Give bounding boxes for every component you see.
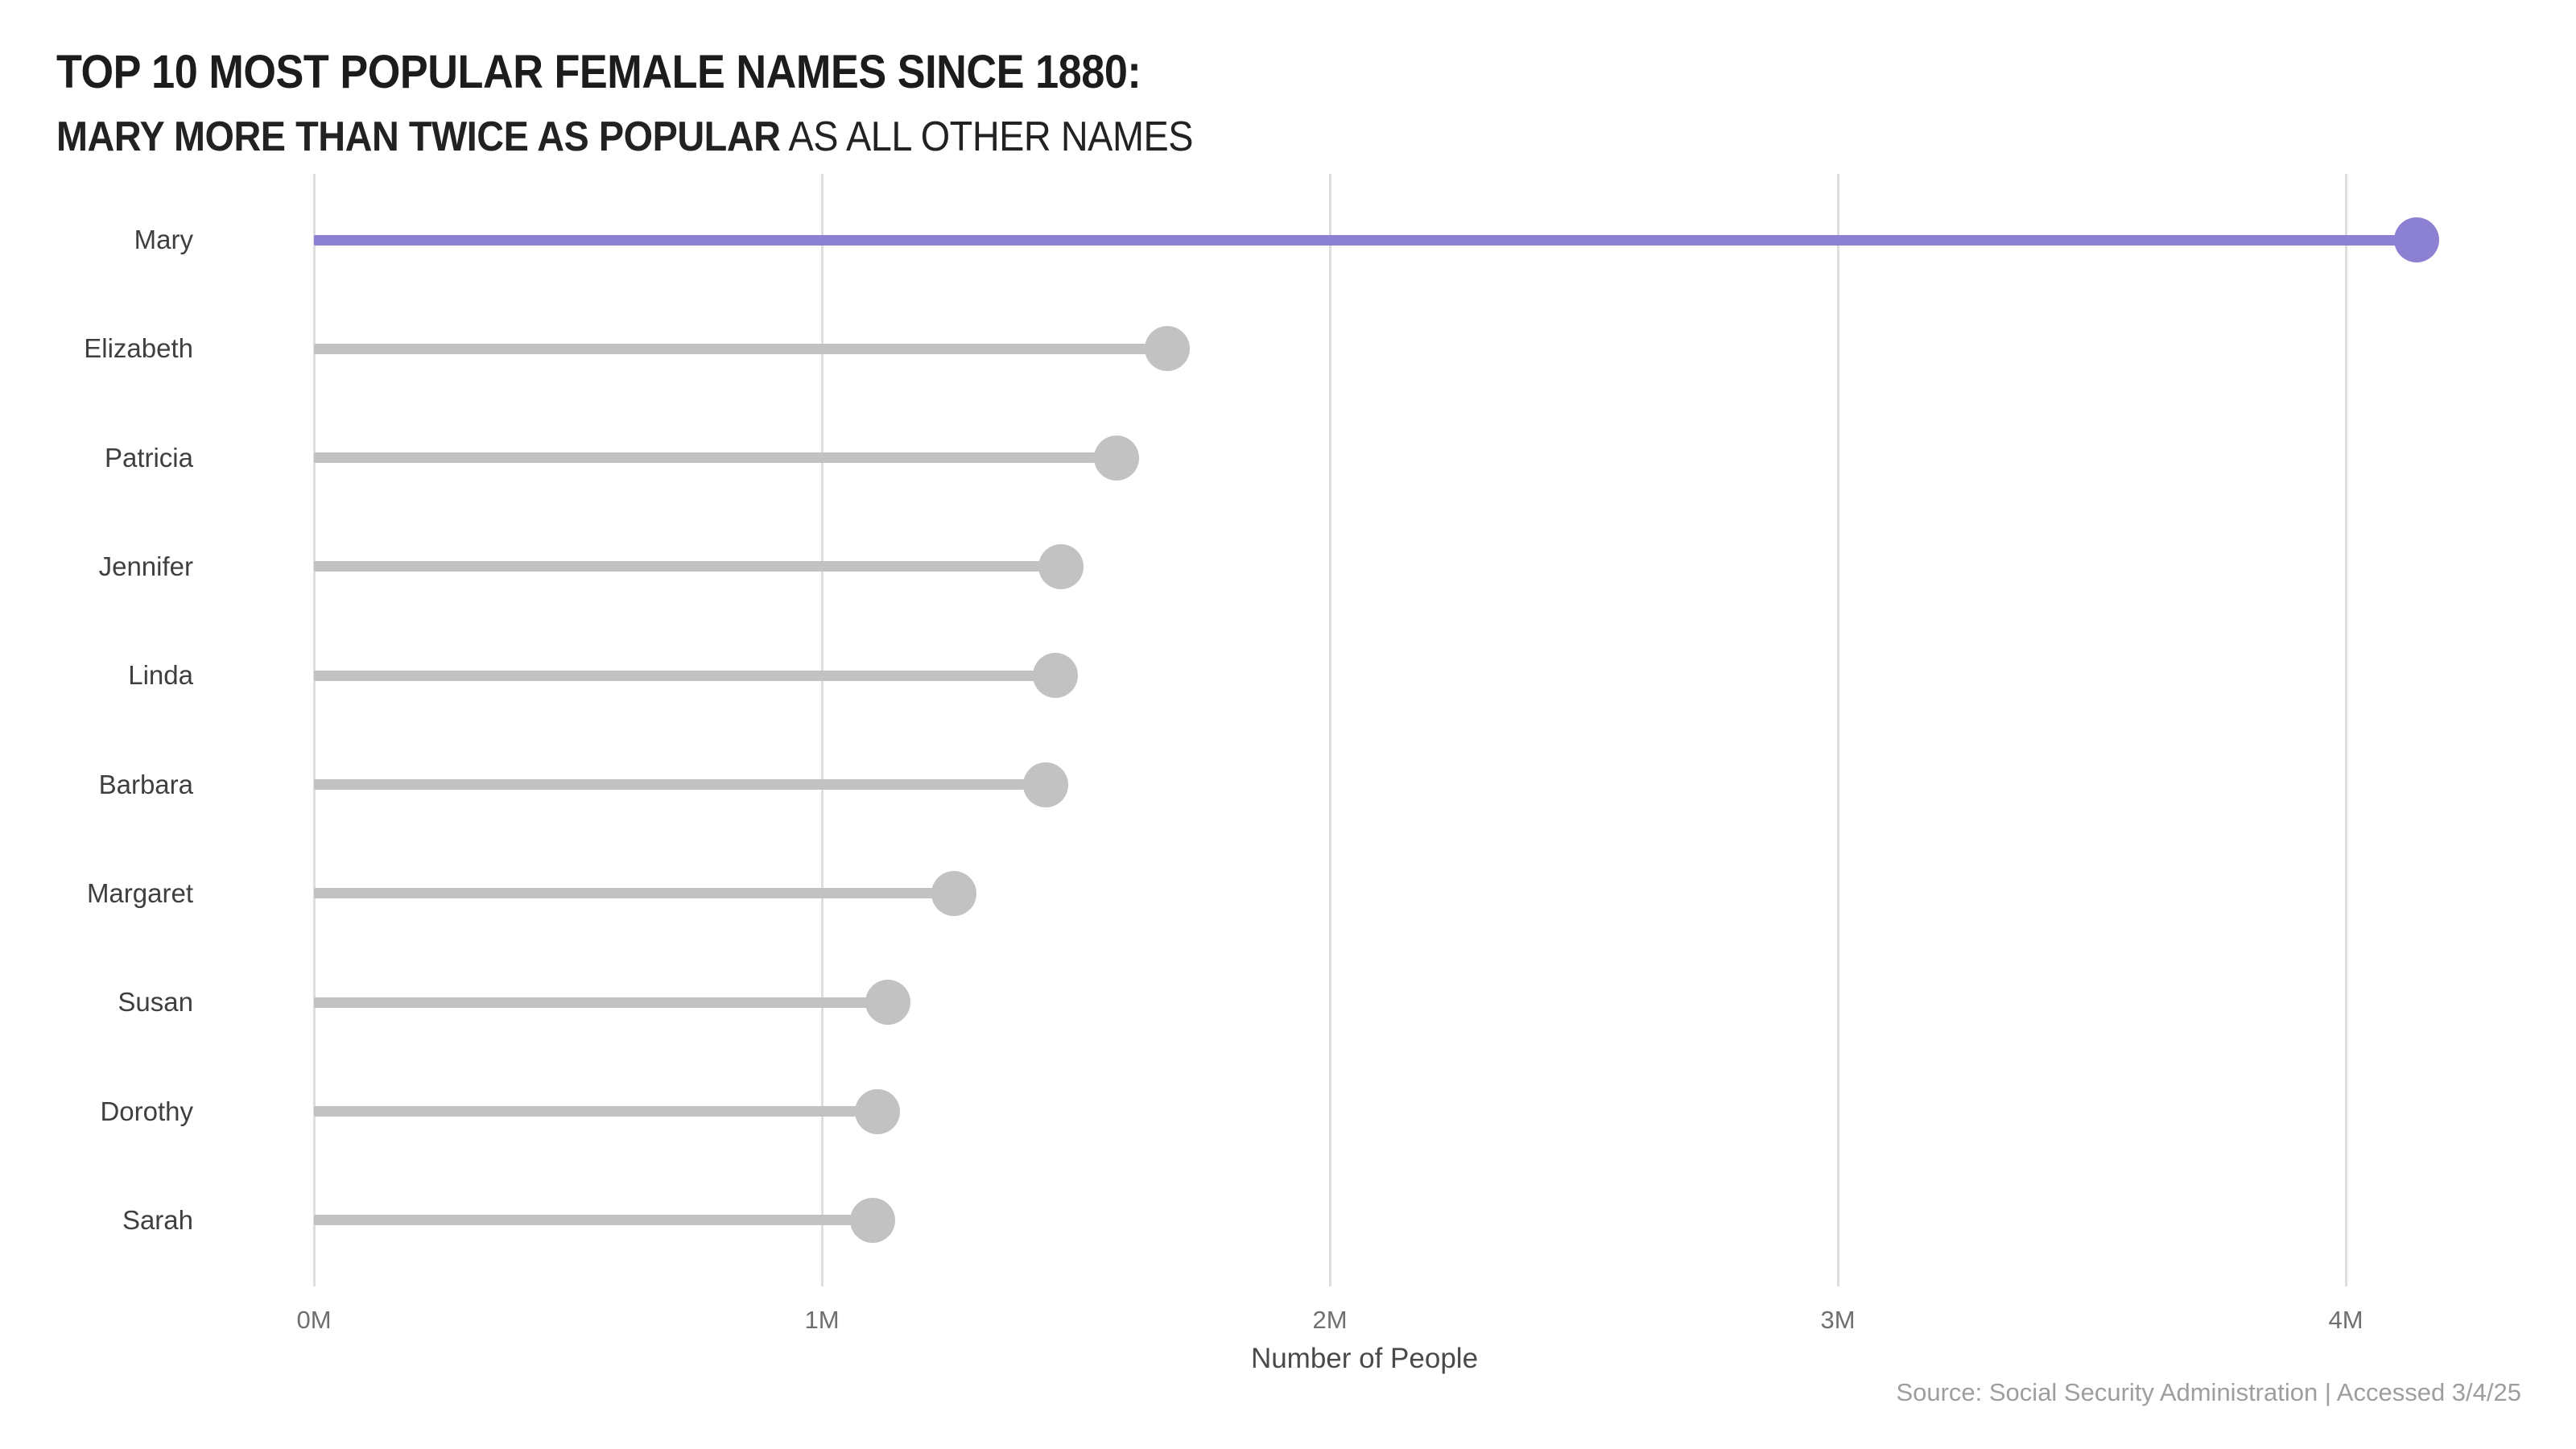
row-label: Jennifer [98,551,193,581]
lollipop-stem [314,997,889,1008]
row-label: Margaret [86,877,193,908]
row-label: Susan [118,987,193,1018]
lollipop-stem [314,561,1061,572]
lollipop-dot [1093,435,1139,481]
lollipop-stem [314,1106,878,1117]
lollipop-stem [314,670,1056,681]
row-label: Patricia [104,442,193,473]
row-label: Linda [128,660,193,691]
x-tick-label: 2M [1312,1306,1348,1334]
chart-subtitle: MARY MORE THAN TWICE AS POPULAR AS ALL O… [56,114,1193,160]
lollipop-stem [314,1215,873,1226]
chart-title: TOP 10 MOST POPULAR FEMALE NAMES SINCE 1… [56,46,1141,98]
gridline [1328,174,1331,1286]
row-label: Sarah [122,1204,193,1235]
x-tick-label: 4M [2328,1306,2363,1334]
chart-header: TOP 10 MOST POPULAR FEMALE NAMES SINCE 1… [56,47,1319,160]
lollipop-stem [314,452,1117,464]
x-tick-label: 0M [296,1306,332,1334]
lollipop-dot [931,870,977,916]
row-label: Mary [134,225,193,254]
row-label: Dorothy [100,1096,193,1126]
x-tick-label: 3M [1820,1306,1856,1334]
lollipop-dot [1022,762,1068,807]
gridline [820,174,824,1286]
x-tick-label: 1M [804,1306,840,1334]
lollipop-dot [1033,653,1079,699]
gridline [2344,174,2347,1286]
lollipop-stem [314,234,2417,246]
chart-subtitle-rest: AS ALL OTHER NAMES [780,113,1194,160]
row-label: Barbara [98,769,193,799]
gridline [1836,174,1839,1286]
lollipop-dot [1145,326,1191,372]
x-axis-label: Number of People [1250,1343,1479,1374]
source-note: Source: Social Security Administration |… [1896,1378,2521,1406]
lollipop-dot [865,980,911,1026]
lollipop-dot [1038,543,1084,589]
row-label: Elizabeth [84,333,193,364]
chart-subtitle-highlight: MARY MORE THAN TWICE AS POPULAR [56,113,781,160]
lollipop-stem [314,779,1046,791]
gridline [312,174,316,1286]
lollipop-stem [314,343,1168,354]
lollipop-dot [850,1197,896,1243]
lollipop-dot [2394,217,2440,262]
lollipop-stem [314,888,955,899]
lollipop-dot [855,1088,901,1134]
